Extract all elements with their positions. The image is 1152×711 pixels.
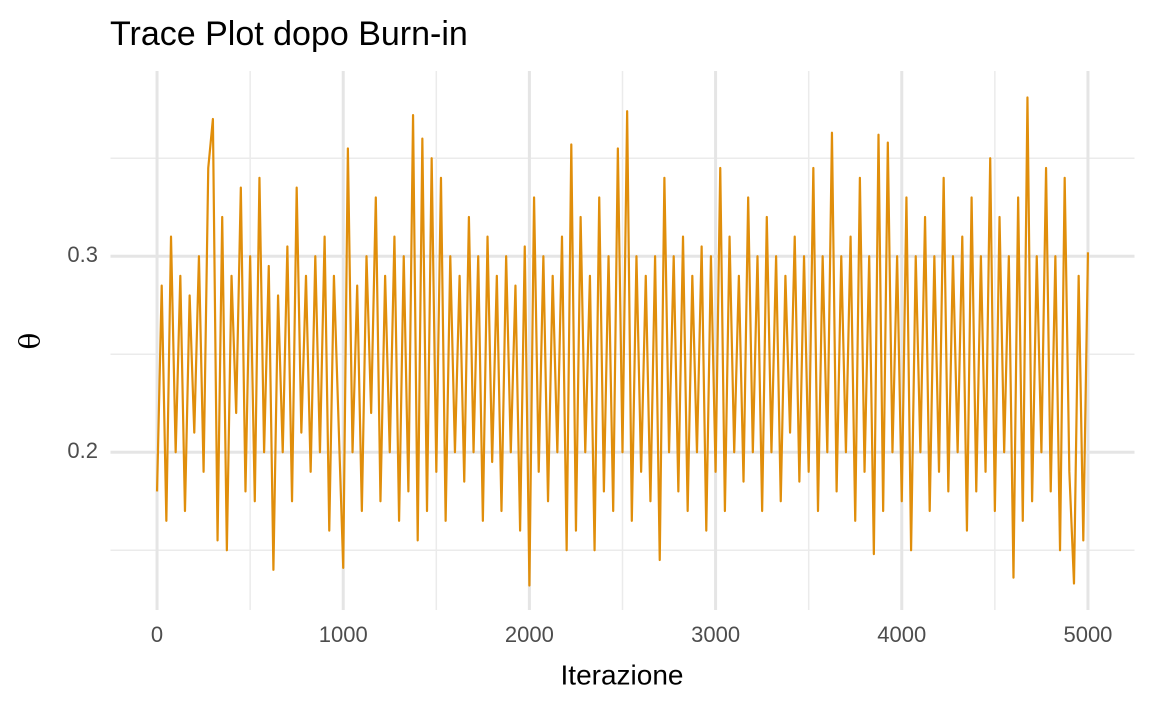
y-axis-title: θ [14, 333, 47, 350]
trace-line [155, 96, 1090, 587]
x-tick-label: 4000 [877, 622, 926, 647]
y-tick-label: 0.2 [67, 438, 98, 463]
x-tick-label: 0 [151, 622, 163, 647]
y-tick-label: 0.3 [67, 242, 98, 267]
x-axis-title: Iterazione [561, 659, 684, 690]
x-tick-label: 1000 [319, 622, 368, 647]
x-tick-label: 5000 [1063, 622, 1112, 647]
x-tick-label: 3000 [691, 622, 740, 647]
chart-title: Trace Plot dopo Burn-in [110, 15, 468, 53]
x-tick-label: 2000 [505, 622, 554, 647]
